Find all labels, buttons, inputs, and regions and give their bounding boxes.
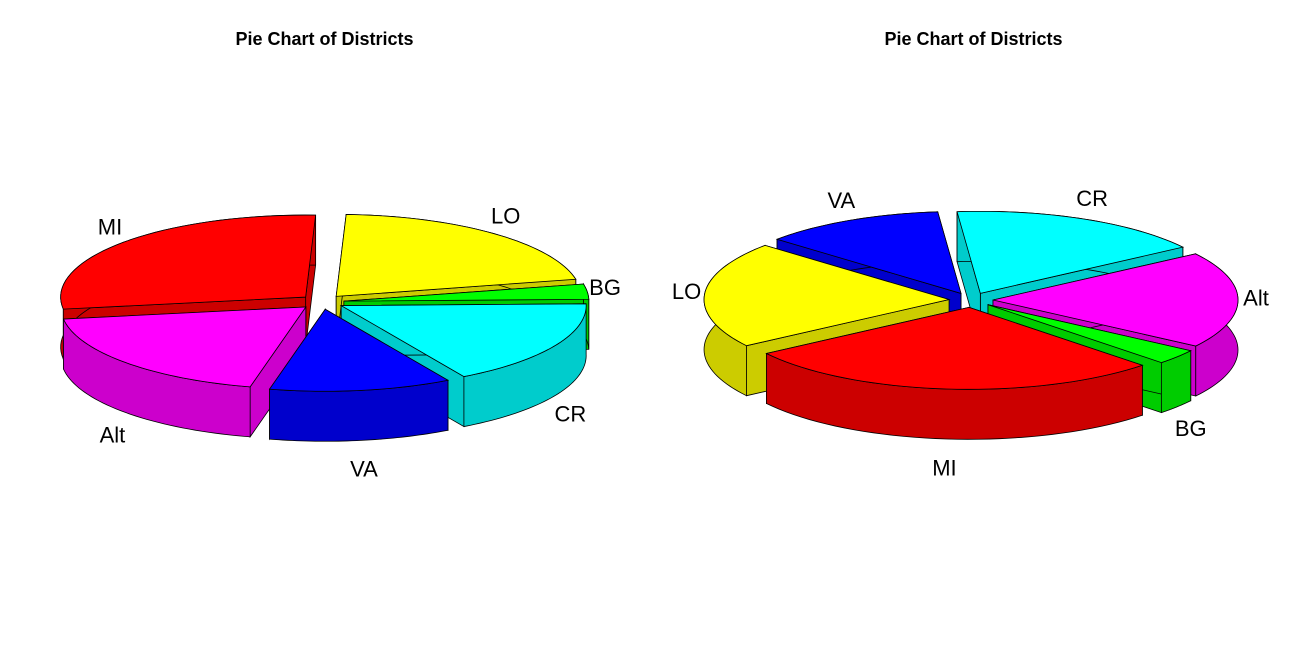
- slice-label: CR: [555, 402, 587, 427]
- slice-label: BG: [1175, 416, 1207, 441]
- chart-panel-left: Pie Chart of Districts MI Alt VA CR BG LO: [60, 29, 621, 482]
- slice-label: MI: [98, 214, 122, 239]
- chart-title: Pie Chart of Districts: [884, 29, 1063, 49]
- slice-label: LO: [491, 204, 520, 229]
- slice-label: VA: [828, 188, 856, 213]
- pie-chart-right: LO MI BG Alt CR VA: [672, 186, 1269, 480]
- chart-panel-right: Pie Chart of Districts LO MI BG Alt CR VA: [649, 0, 1298, 645]
- slice-label: Alt: [100, 422, 126, 447]
- slice-label: VA: [350, 457, 378, 482]
- pie-slice-mi: [765, 306, 1144, 440]
- pie-slice-alt: [62, 305, 307, 439]
- slice-label: Alt: [1243, 286, 1269, 311]
- slice-label: BG: [589, 275, 621, 300]
- slice-label: CR: [1076, 186, 1108, 211]
- chart-title: Pie Chart of Districts: [235, 29, 414, 49]
- slice-label: LO: [672, 279, 701, 304]
- slice-label: MI: [932, 455, 956, 480]
- pie-slice-va: [268, 308, 450, 442]
- pie-chart-left: MI Alt VA CR BG LO: [60, 204, 621, 482]
